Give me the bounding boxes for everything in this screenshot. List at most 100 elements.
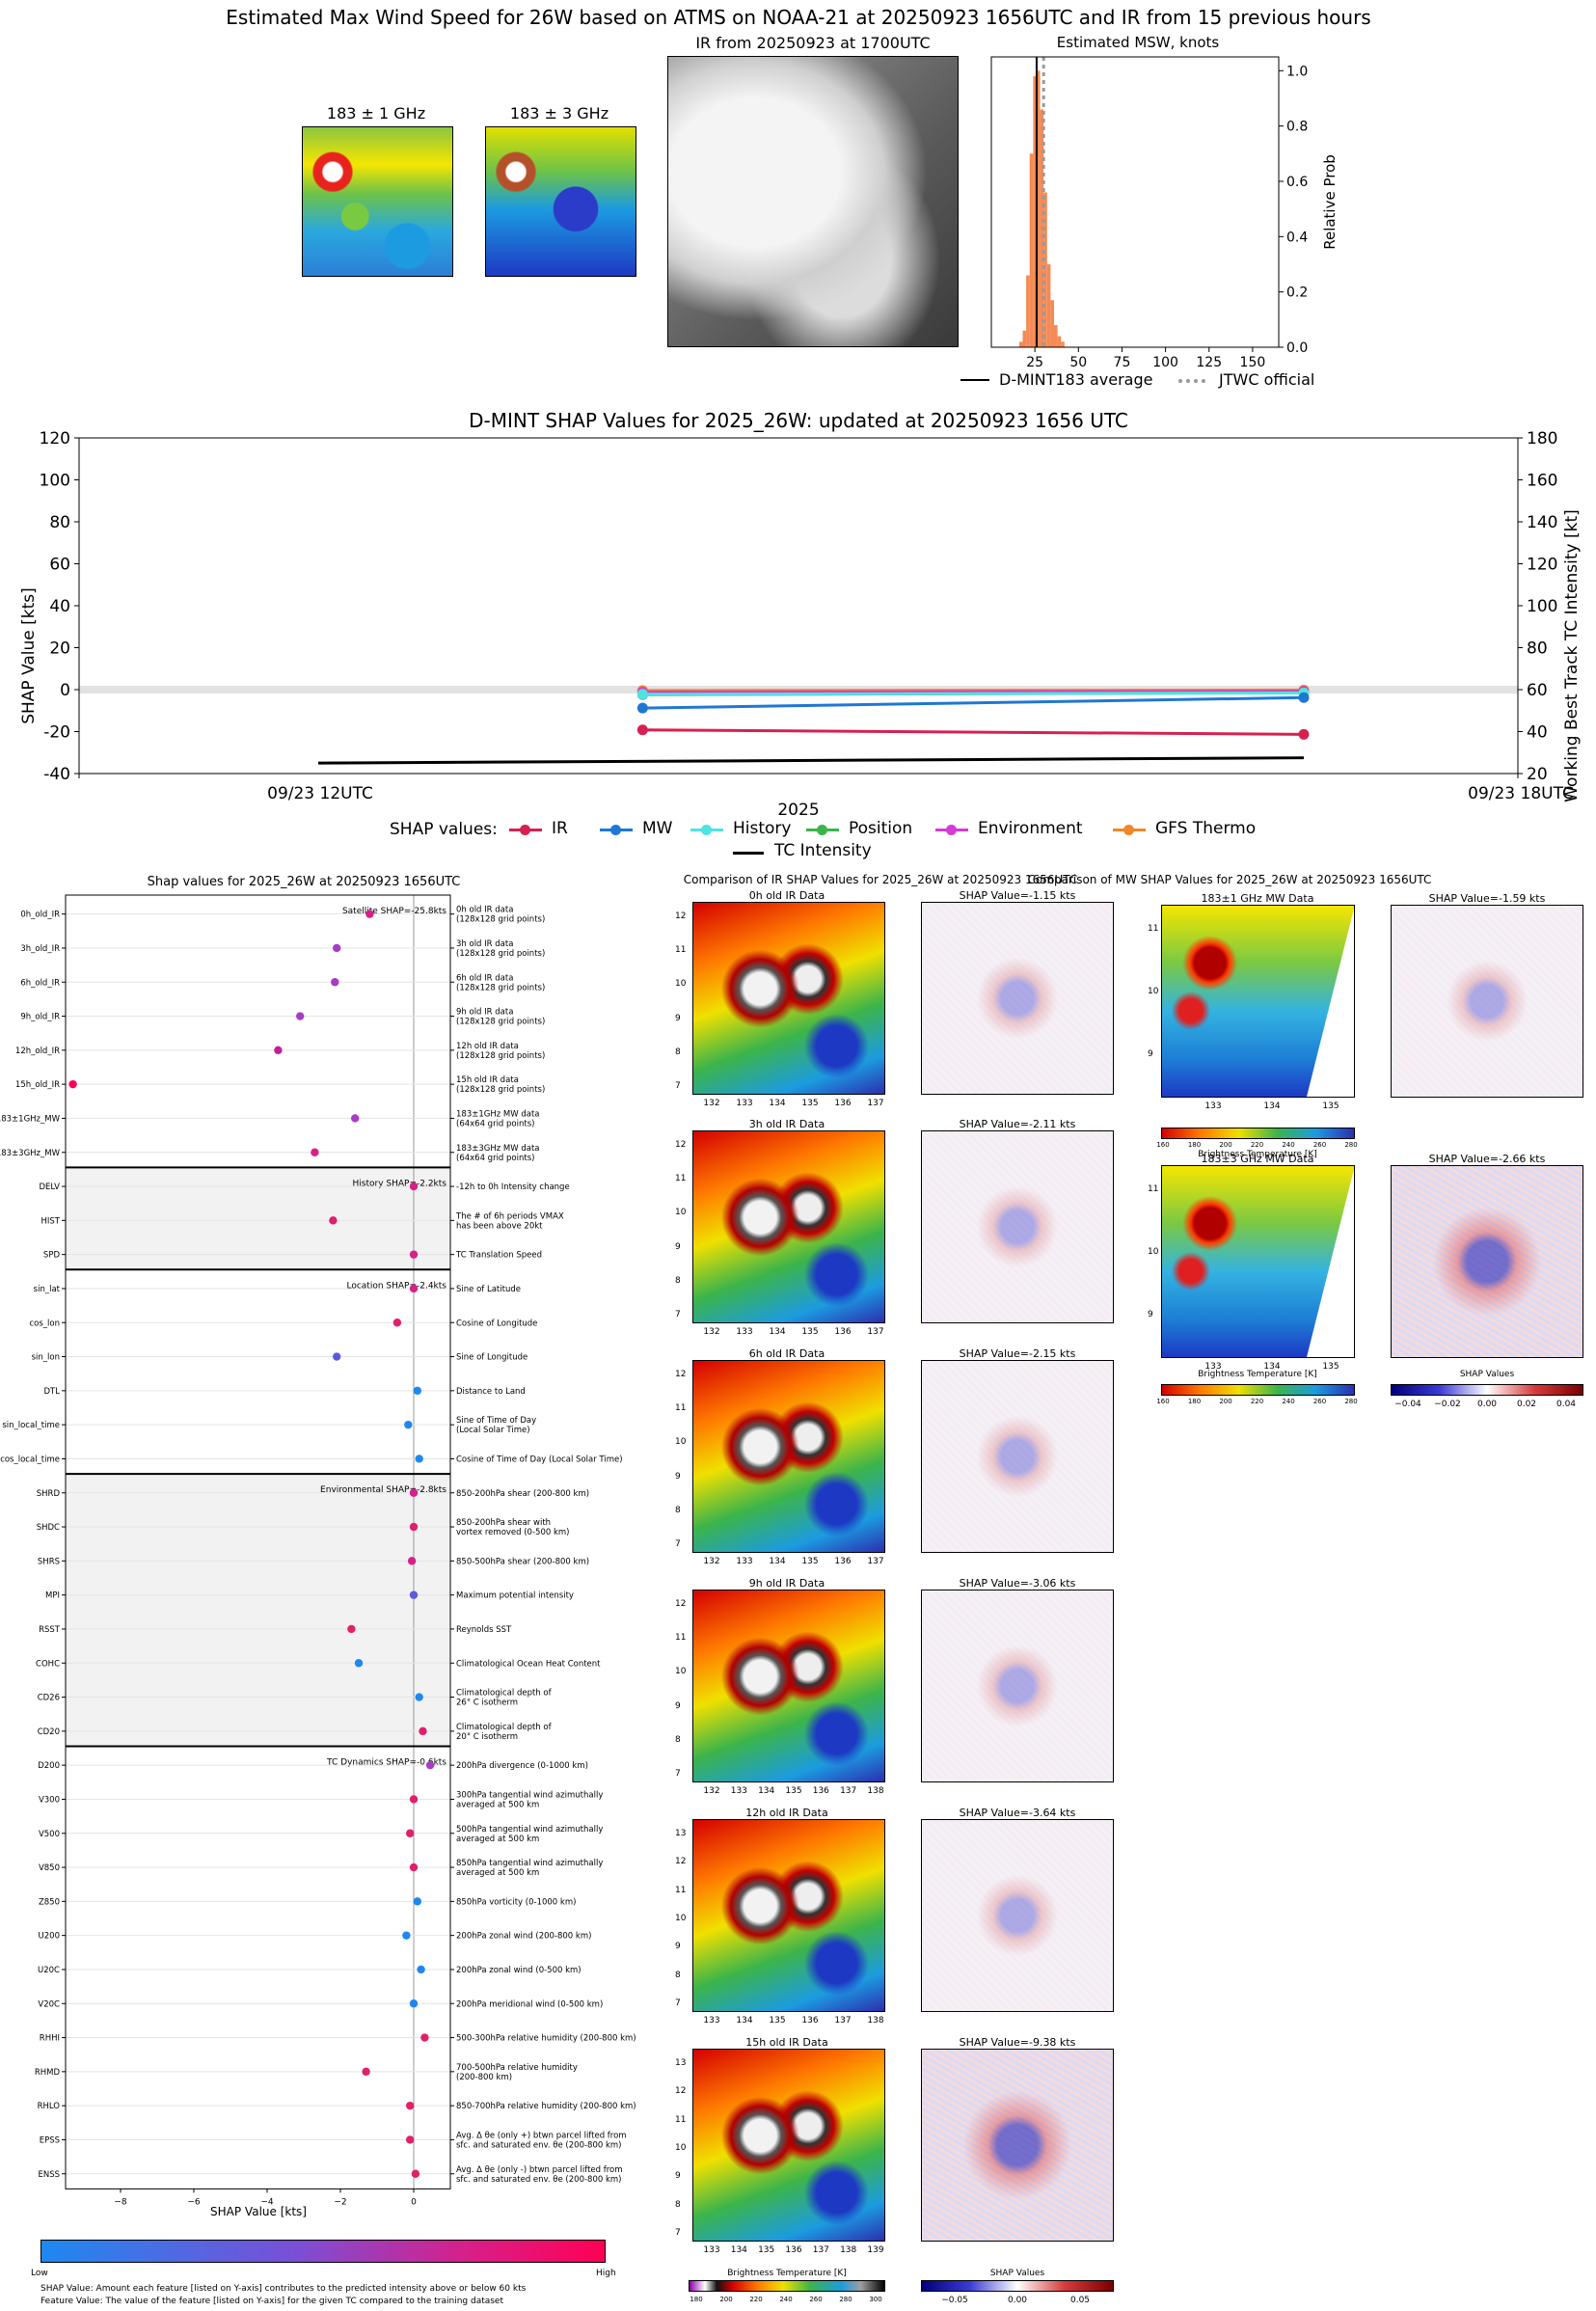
ir-shap-panel-image xyxy=(921,1360,1114,1553)
ts-ytick-label: -20 xyxy=(43,723,70,743)
feature-desc: 15h old IR data xyxy=(456,1075,519,1085)
mw-ytick-label: 9 xyxy=(1148,1310,1153,1319)
feature-name: V850 xyxy=(39,1863,60,1873)
ts-y2tick-label: 40 xyxy=(1527,723,1548,743)
feature-desc: 183±3GHz MW data xyxy=(456,1144,539,1154)
feature-desc: 850hPa tangential wind azimuthally xyxy=(456,1859,603,1868)
ts-y2tick-label: 140 xyxy=(1527,513,1557,532)
mw-cbar-tick: 200 xyxy=(1219,1141,1232,1149)
feature-name: CD20 xyxy=(38,1727,60,1737)
feature-shap-dot xyxy=(333,943,341,953)
ts-ytick-label: 120 xyxy=(40,429,70,449)
feature-shap-dot xyxy=(415,1455,423,1463)
ir-cbar-tick: 260 xyxy=(809,2296,823,2303)
ir-xtick-label: 139 xyxy=(867,2245,884,2255)
series-point xyxy=(1298,692,1310,703)
msw-xtick-label: 50 xyxy=(1069,355,1087,370)
ir-shap-panel-image xyxy=(921,2049,1114,2242)
ir-ytick-label: 9 xyxy=(675,1471,681,1482)
group-shade xyxy=(66,1474,450,1747)
mw-ytick-label: 11 xyxy=(1148,924,1159,934)
msw-bar xyxy=(1054,325,1058,347)
feature-name: RHMD xyxy=(35,2068,61,2078)
legend-marker xyxy=(520,825,530,835)
ir-xtick-label: 138 xyxy=(840,2245,857,2255)
ir-shap-panel-title: SHAP Value=-1.15 kts xyxy=(959,889,1076,902)
mw-cbar-tick: 280 xyxy=(1344,1141,1358,1149)
series-point xyxy=(636,689,648,700)
msw-title: Estimated MSW, knots xyxy=(1056,34,1220,51)
feature-desc: Maximum potential intensity xyxy=(456,1591,574,1601)
ir-ytick-label: 10 xyxy=(675,1437,687,1448)
msw-xtick-label: 150 xyxy=(1240,355,1266,370)
ir-ytick-label: 8 xyxy=(675,1275,681,1286)
feature-name: Z850 xyxy=(39,1897,60,1907)
ts-y2tick-label: 20 xyxy=(1527,765,1548,784)
mw-xtick-label: 135 xyxy=(1322,1362,1339,1372)
ir-ytick-label: 13 xyxy=(675,1829,687,1838)
feature-shap-dot xyxy=(406,2101,415,2110)
mw-shap-panel-image xyxy=(1391,905,1583,1098)
ir-xtick-label: 133 xyxy=(703,2245,720,2255)
series-point xyxy=(636,724,648,736)
ir-xtick-label: 133 xyxy=(730,1786,747,1796)
bar-title: Shap values for 2025_26W at 20250923 165… xyxy=(147,875,461,889)
feature-desc: (128x128 grid points) xyxy=(456,915,545,925)
feature-shap-dot xyxy=(329,1216,338,1225)
ir-ytick-label: 10 xyxy=(675,979,687,990)
mw-shap-cbar-tick: −0.02 xyxy=(1434,1400,1461,1409)
ir-ytick-label: 12 xyxy=(675,2086,687,2097)
feature-name: V300 xyxy=(39,1795,60,1805)
ir-panel-image xyxy=(692,1360,885,1553)
feature-desc: Cosine of Time of Day (Local Solar Time) xyxy=(456,1455,623,1464)
msw-xtick-label: 100 xyxy=(1152,355,1178,370)
ir-xtick-label: 134 xyxy=(769,1099,786,1108)
ir-xtick-label: 134 xyxy=(769,1557,786,1566)
mw-panel-frame xyxy=(1161,1165,1355,1358)
ir-panel-image xyxy=(692,1130,885,1323)
feature-name: ENSS xyxy=(38,2170,60,2180)
ir-ytick-label: 12 xyxy=(675,1857,687,1867)
feature-desc: averaged at 500 km xyxy=(456,1868,539,1878)
ir-panel-title: 15h old IR Data xyxy=(745,2036,828,2049)
feature-desc: Climatological depth of xyxy=(456,1723,553,1732)
legend-intensity-line xyxy=(733,852,764,855)
series-point xyxy=(636,702,648,714)
msw-ytick-label: 0.4 xyxy=(1286,230,1308,245)
feature-shap-dot xyxy=(409,1284,419,1293)
feature-shap-dot xyxy=(347,1624,356,1634)
feature-shap-dot xyxy=(413,1897,421,1906)
ir-xtick-label: 133 xyxy=(736,1099,753,1108)
ir-shap-colorbar-label: SHAP Values xyxy=(989,2269,1045,2278)
mw-ytick-label: 11 xyxy=(1148,1184,1159,1194)
ir-xtick-label: 132 xyxy=(703,1557,720,1566)
msw-bar xyxy=(1022,330,1027,347)
ts-y2tick-label: 100 xyxy=(1527,597,1557,616)
legend-dmint-label: D-MINT183 average xyxy=(999,370,1153,389)
ir-shap-panel-title: SHAP Value=-9.38 kts xyxy=(959,2036,1076,2049)
msw-bar xyxy=(1057,336,1062,347)
group-label: Environmental SHAP=-2.8kts xyxy=(320,1485,446,1495)
ir-ytick-label: 11 xyxy=(675,1403,687,1414)
ir-ytick-label: 9 xyxy=(675,1241,681,1252)
mw-xtick-label: 133 xyxy=(1204,1362,1222,1372)
ir-ytick-label: 9 xyxy=(675,2171,681,2182)
feature-desc: 12h old IR data xyxy=(456,1042,519,1051)
ir-cbar-tick: 220 xyxy=(749,2296,763,2303)
ts-ytick-label: 60 xyxy=(49,556,70,575)
mw1-image xyxy=(302,126,453,277)
mw-shap-cbar-tick: 0.02 xyxy=(1516,1400,1537,1409)
scatter-xtick-label: −6 xyxy=(187,2197,201,2207)
feature-name: sin_lon xyxy=(32,1353,60,1363)
group-label: Satellite SHAP=-25.8kts xyxy=(342,907,446,916)
ts-y2tick-label: 180 xyxy=(1527,429,1557,449)
ir-shap-panel-title: SHAP Value=-3.06 kts xyxy=(959,1577,1076,1590)
mw2-colorbar xyxy=(1161,1384,1355,1396)
feature-name: 9h_old_IR xyxy=(20,1013,60,1022)
feature-name: D200 xyxy=(38,1761,60,1771)
feature-desc: 500hPa tangential wind azimuthally xyxy=(456,1825,603,1835)
feature-shap-dot xyxy=(409,1250,419,1259)
ir-xtick-label: 135 xyxy=(758,2245,775,2255)
legend-marker xyxy=(610,825,621,835)
ir-ytick-label: 11 xyxy=(675,1633,687,1644)
